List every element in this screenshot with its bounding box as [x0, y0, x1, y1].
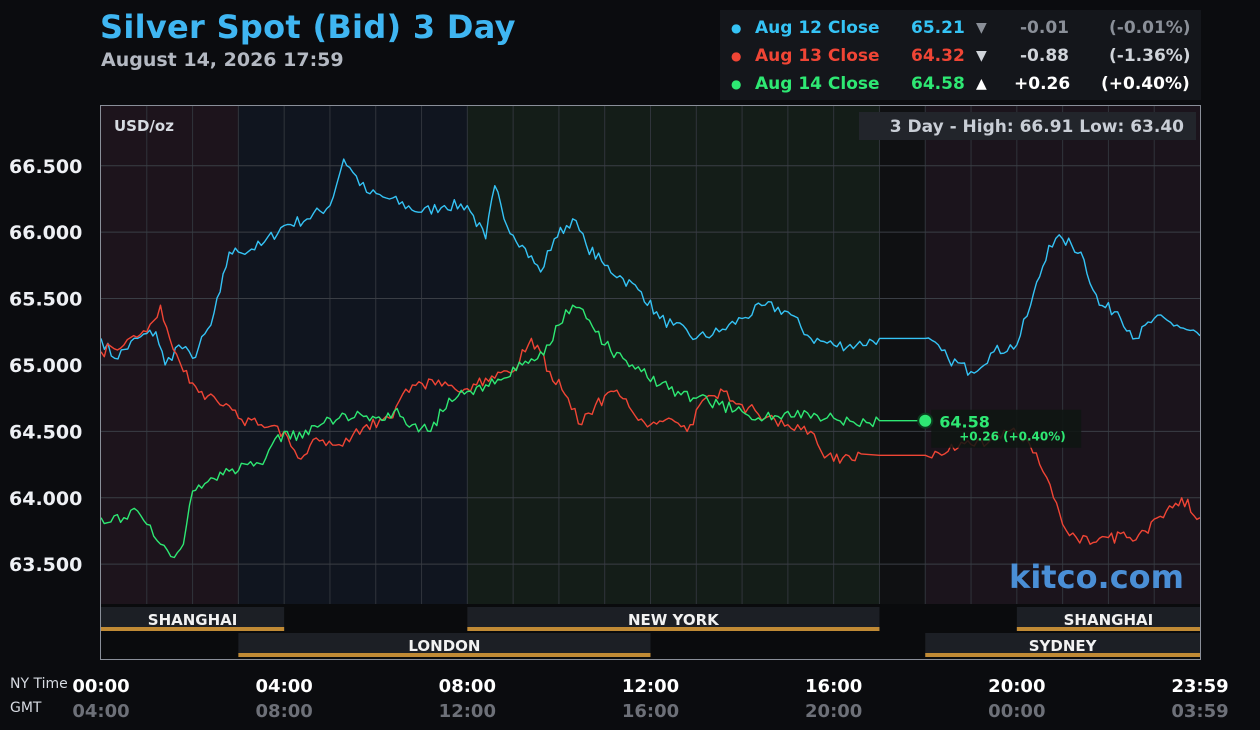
- legend-row-aug14: ● Aug 14 Close 64.58 ▲ +0.26 (+0.40%): [720, 70, 1201, 98]
- chart-timestamp: August 14, 2026 17:59: [101, 49, 344, 71]
- legend-value: 64.58: [911, 74, 965, 94]
- x-tick-label-ny: 08:00: [439, 676, 496, 697]
- range-text: 3 Day - High: 66.91 Low: 63.40: [890, 117, 1184, 137]
- y-tick-label: 65.500: [9, 289, 82, 311]
- series-line: [100, 158, 1201, 376]
- x-axis: 00:00 04:00 04:00 08:00 08:00 12:00 12:00 16:00…: [72, 676, 1228, 722]
- y-tick-label: 64.500: [9, 421, 82, 443]
- session-band: [238, 106, 468, 604]
- y-tick-label: 63.500: [9, 554, 82, 576]
- legend-label: Aug 13 Close: [755, 46, 880, 66]
- ny-time-caption: NY Time: [10, 676, 68, 692]
- x-tick-label-ny: 16:00: [805, 676, 862, 697]
- gmt-caption: GMT: [10, 700, 42, 716]
- legend-pct: (-1.36%): [1109, 46, 1191, 66]
- session-label: NEW YORK: [628, 611, 720, 629]
- session-label: LONDON: [408, 637, 480, 655]
- legend-row-aug12: ● Aug 12 Close 65.21 ▼ -0.01 (-0.01%): [720, 14, 1201, 42]
- x-tick-label-gmt: 20:00: [805, 701, 862, 722]
- series-dot-icon: ●: [731, 21, 742, 35]
- unit-label: USD/oz: [114, 117, 174, 135]
- y-tick-label: 66.000: [9, 222, 82, 244]
- legend-value: 65.21: [911, 18, 965, 38]
- session-backgrounds: [101, 106, 1200, 604]
- y-axis: 66.500 66.000 65.500 65.000 64.500 64.000 63.5…: [9, 156, 82, 576]
- marker-label-bg: [931, 409, 1082, 448]
- legend-label: Aug 14 Close: [755, 74, 880, 94]
- session-underline: [101, 627, 285, 631]
- x-tick-label-gmt: 12:00: [439, 701, 496, 722]
- session-band: [101, 106, 239, 604]
- legend-label: Aug 12 Close: [755, 18, 880, 38]
- chart-title: Silver Spot (Bid) 3 Day: [100, 8, 516, 46]
- session-band: [879, 106, 926, 604]
- last-price-change: +0.26 (+0.40%): [959, 430, 1066, 444]
- x-tick-label-gmt: 03:59: [1171, 701, 1228, 722]
- y-tick-label: 66.500: [9, 156, 82, 178]
- session-underline: [238, 653, 651, 657]
- y-tick-label: 65.000: [9, 355, 82, 377]
- x-tick-label-gmt: 00:00: [988, 701, 1045, 722]
- legend-value: 64.32: [911, 46, 965, 66]
- arrow-down-icon: ▼: [976, 20, 987, 36]
- close-legend: ● Aug 12 Close 65.21 ▼ -0.01 (-0.01%) ● …: [720, 10, 1201, 100]
- session-underline: [1016, 627, 1200, 631]
- x-tick-label-ny: 20:00: [988, 676, 1045, 697]
- legend-change: -0.01: [1020, 18, 1069, 38]
- kitco-watermark: kitco.com: [1009, 558, 1184, 596]
- plot-border: [100, 105, 1201, 660]
- x-tick-label-gmt: 08:00: [256, 701, 313, 722]
- session-underline: [925, 653, 1200, 657]
- range-box: [859, 112, 1196, 140]
- x-tick-label-ny: 04:00: [256, 676, 313, 697]
- legend-change: +0.26: [1014, 74, 1071, 94]
- x-tick-label-ny: 12:00: [622, 676, 679, 697]
- y-tick-label: 64.000: [9, 488, 82, 510]
- last-price-label: 64.58: [939, 413, 990, 432]
- session-label: SHANGHAI: [148, 611, 238, 629]
- x-tick-label-gmt: 04:00: [72, 701, 129, 722]
- session-label: SHANGHAI: [1064, 611, 1154, 629]
- series-line: [100, 304, 926, 559]
- legend-pct: (+0.40%): [1101, 74, 1190, 94]
- last-price-marker: 64.58+0.26 (+0.40%): [917, 409, 1082, 448]
- series-dot-icon: ●: [731, 77, 742, 91]
- session-underline: [467, 627, 880, 631]
- arrow-up-icon: ▲: [976, 76, 987, 92]
- legend-change: -0.88: [1020, 46, 1069, 66]
- session-band: [467, 106, 880, 604]
- x-tick-label-gmt: 16:00: [622, 701, 679, 722]
- session-bars: SHANGHAI NEW YORK SHANGHAI LONDON SYDNEY: [101, 604, 1200, 660]
- x-tick-label-ny: 23:59: [1171, 676, 1228, 697]
- arrow-down-icon: ▼: [976, 48, 987, 64]
- legend-pct: (-0.01%): [1109, 18, 1191, 38]
- series-dot-icon: ●: [731, 49, 742, 63]
- last-price-dot: [917, 412, 934, 429]
- session-label: SYDNEY: [1029, 637, 1098, 655]
- legend-row-aug13: ● Aug 13 Close 64.32 ▼ -0.88 (-1.36%): [720, 42, 1201, 70]
- x-tick-label-ny: 00:00: [72, 676, 129, 697]
